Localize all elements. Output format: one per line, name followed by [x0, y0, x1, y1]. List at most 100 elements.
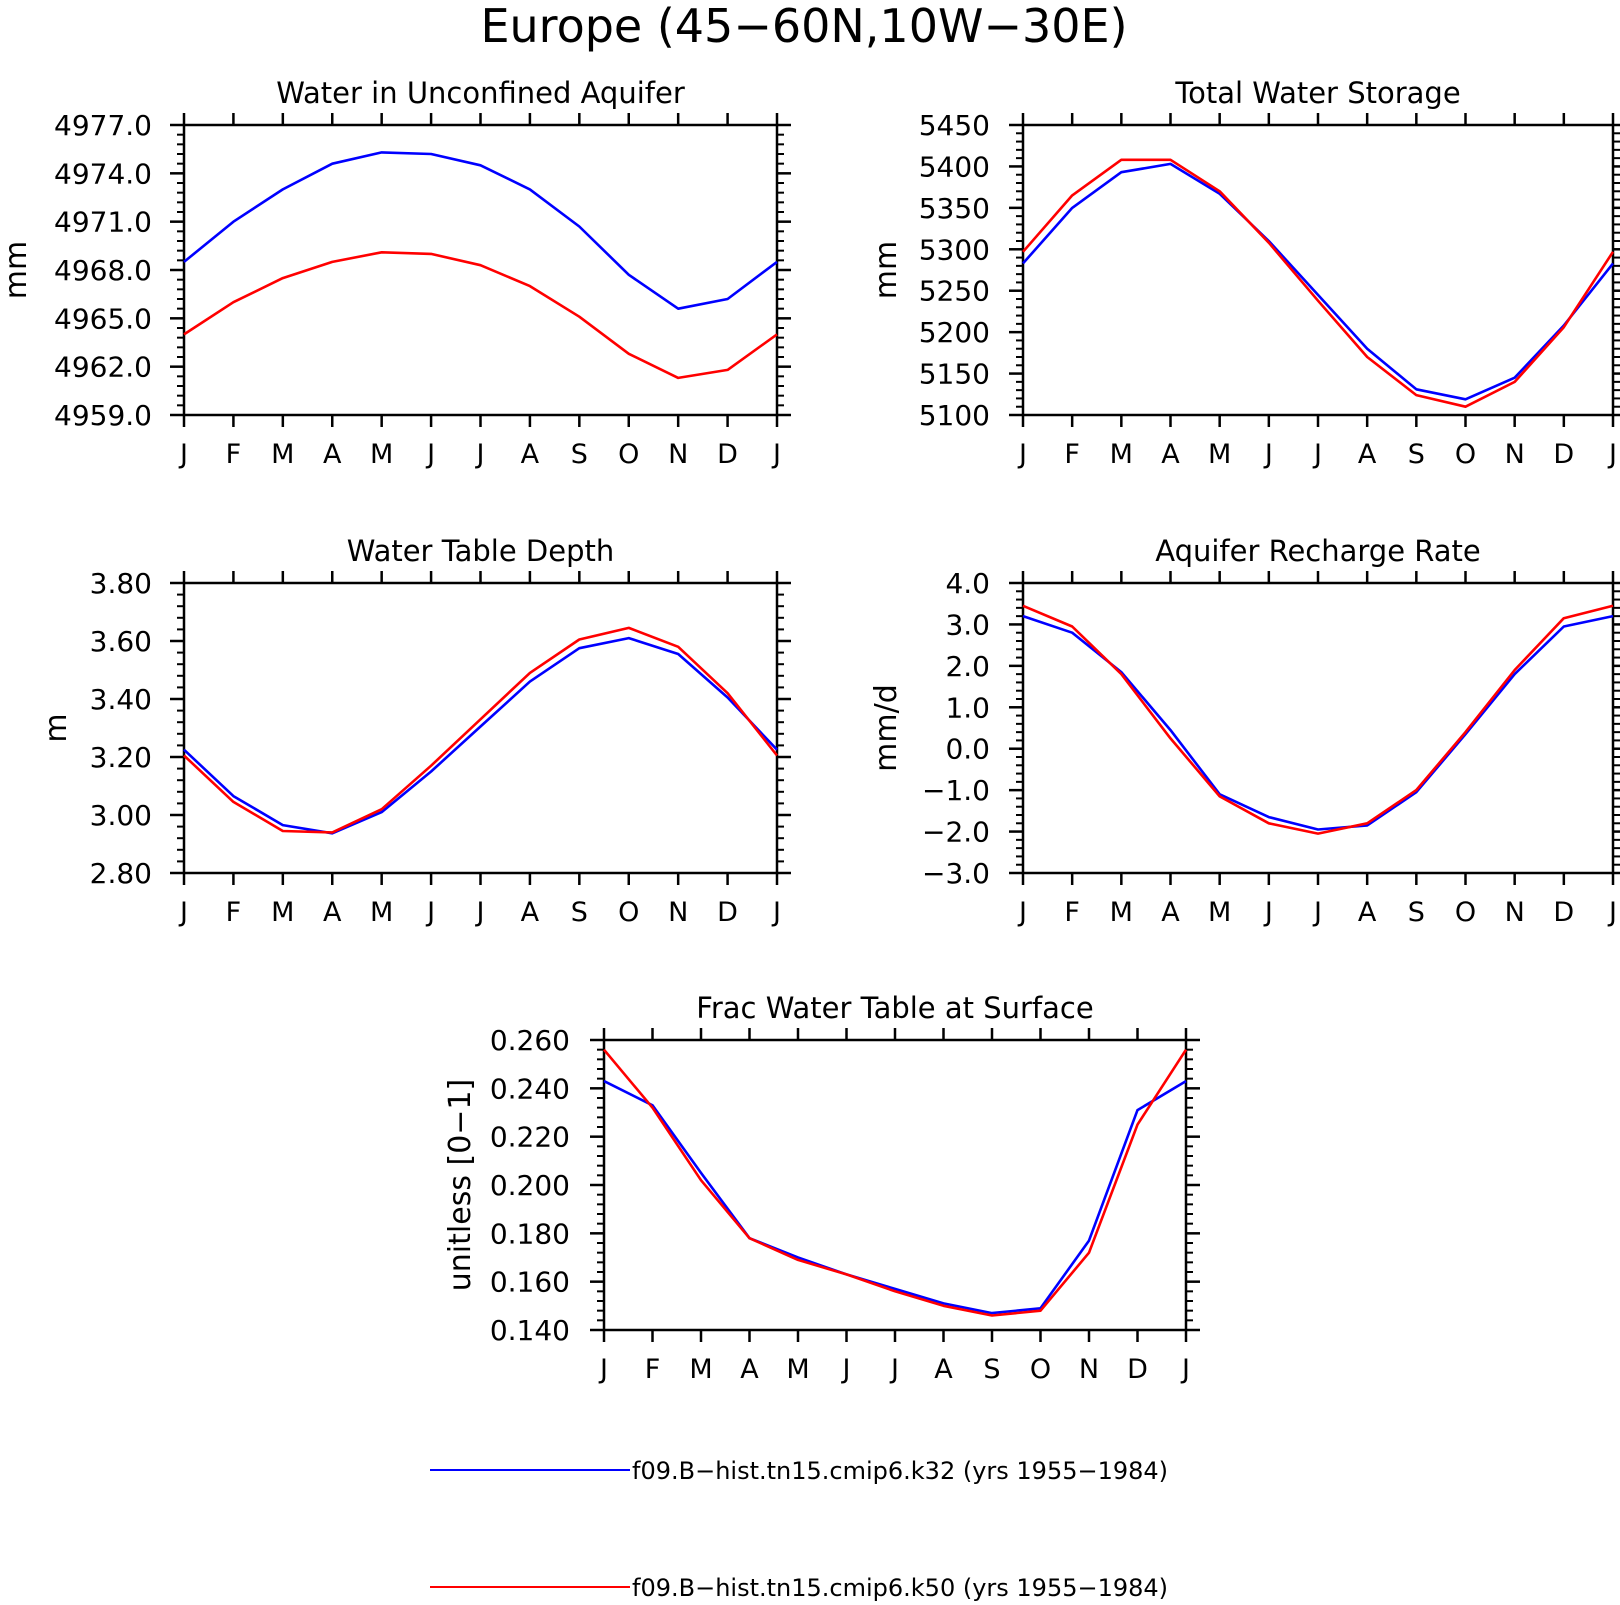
y-tick-label: 4959.0 — [54, 399, 152, 432]
y-tick-label: 5400 — [919, 150, 990, 183]
x-tick-label: M — [689, 1354, 712, 1385]
panel-title: Aquifer Recharge Rate — [1155, 534, 1481, 568]
y-tick-label: 0.240 — [490, 1072, 570, 1105]
x-tick-label: S — [1408, 897, 1425, 928]
y-tick-label: −1.0 — [922, 774, 990, 807]
x-tick-label: D — [717, 439, 738, 470]
y-tick-label: 3.0 — [945, 608, 990, 641]
y-axis-label: mm — [869, 241, 904, 299]
y-tick-label: 5100 — [919, 399, 990, 432]
x-tick-label: A — [1161, 897, 1180, 928]
x-tick-label: F — [1064, 897, 1080, 928]
x-tick-label: J — [425, 439, 435, 470]
x-tick-label: M — [1208, 897, 1231, 928]
x-tick-label: O — [618, 897, 639, 928]
x-tick-label: D — [1553, 439, 1574, 470]
x-tick-label: M — [1208, 439, 1231, 470]
x-tick-label: J — [1180, 1354, 1190, 1385]
legend-label-k50: f09.B−hist.tn15.cmip6.k50 (yrs 1955−1984… — [632, 1574, 1168, 1602]
panel-title: Water Table Depth — [347, 534, 615, 568]
y-tick-label: 5250 — [919, 275, 990, 308]
y-tick-label: 0.160 — [490, 1266, 570, 1299]
figure-title: Europe (45−60N,10W−30E) — [480, 0, 1127, 53]
y-tick-label: 5200 — [919, 316, 990, 349]
series-line-k32 — [183, 151, 778, 311]
panel-title: Total Water Storage — [1174, 76, 1460, 110]
y-tick-label: 4977.0 — [54, 109, 152, 142]
x-tick-label: O — [1455, 897, 1476, 928]
x-tick-label: J — [841, 1354, 851, 1385]
y-tick-label: 0.140 — [490, 1314, 570, 1347]
x-tick-label: F — [226, 897, 242, 928]
x-tick-label: J — [889, 1354, 899, 1385]
x-tick-label: J — [425, 897, 435, 928]
y-tick-label: −3.0 — [922, 857, 990, 890]
plot-frame — [182, 123, 779, 417]
series-line-k32 — [183, 636, 778, 835]
y-tick-label: 3.00 — [90, 799, 152, 832]
x-tick-label: A — [323, 439, 342, 470]
x-tick-label: O — [618, 439, 639, 470]
x-tick-label: N — [1505, 439, 1525, 470]
x-tick-label: O — [1455, 439, 1476, 470]
series-line-k50 — [603, 1048, 1188, 1317]
x-tick-label: O — [1030, 1354, 1051, 1385]
x-tick-label: N — [668, 439, 688, 470]
series-line-k50 — [1022, 158, 1615, 409]
y-tick-label: 4968.0 — [54, 254, 152, 287]
x-tick-label: J — [1017, 439, 1027, 470]
x-tick-label: D — [717, 897, 738, 928]
x-tick-label: M — [1110, 897, 1133, 928]
y-axis-label: m — [39, 713, 74, 742]
x-tick-label: D — [1127, 1354, 1148, 1385]
plot-frame — [602, 1038, 1188, 1332]
x-tick-label: J — [475, 897, 485, 928]
series-line-k32 — [1022, 614, 1614, 831]
series-line-k50 — [1022, 604, 1614, 835]
x-tick-label: N — [1079, 1354, 1099, 1385]
y-tick-label: 3.80 — [90, 567, 152, 600]
x-tick-label: M — [370, 439, 393, 470]
y-tick-label: 4974.0 — [54, 157, 152, 190]
y-tick-label: 4965.0 — [54, 302, 152, 335]
y-tick-label: 3.20 — [90, 741, 152, 774]
x-tick-label: J — [1312, 439, 1322, 470]
x-tick-label: J — [1263, 439, 1273, 470]
y-tick-label: 3.40 — [90, 683, 152, 716]
y-tick-label: 2.80 — [90, 857, 152, 890]
x-tick-label: J — [1607, 439, 1617, 470]
x-tick-label: J — [178, 439, 188, 470]
x-tick-label: J — [771, 897, 781, 928]
y-tick-label: 1.0 — [945, 691, 990, 724]
x-tick-label: N — [1505, 897, 1525, 928]
x-tick-label: D — [1553, 897, 1574, 928]
y-tick-label: 5150 — [919, 358, 990, 391]
y-tick-label: 5350 — [919, 192, 990, 225]
x-tick-label: A — [323, 897, 342, 928]
x-tick-label: J — [1263, 897, 1273, 928]
y-tick-label: 0.180 — [490, 1217, 570, 1250]
y-tick-label: 4962.0 — [54, 351, 152, 384]
x-tick-label: J — [1607, 897, 1617, 928]
x-tick-label: J — [1017, 897, 1027, 928]
x-tick-label: F — [226, 439, 242, 470]
legend-label-k32: f09.B−hist.tn15.cmip6.k32 (yrs 1955−1984… — [632, 1457, 1168, 1485]
series-line-k32 — [603, 1079, 1187, 1315]
panel-title: Water in Unconfined Aquifer — [276, 76, 685, 110]
y-tick-label: 5300 — [919, 233, 990, 266]
x-tick-label: A — [1161, 439, 1180, 470]
x-tick-label: S — [983, 1354, 1000, 1385]
x-tick-label: M — [786, 1354, 809, 1385]
y-axis-label: mm/d — [869, 684, 904, 772]
y-tick-label: −2.0 — [922, 816, 990, 849]
x-tick-label: F — [1064, 439, 1080, 470]
x-tick-label: J — [771, 439, 781, 470]
y-tick-label: 0.200 — [490, 1169, 570, 1202]
legend: f09.B−hist.tn15.cmip6.k32 (yrs 1955−1984… — [430, 1457, 1168, 1602]
